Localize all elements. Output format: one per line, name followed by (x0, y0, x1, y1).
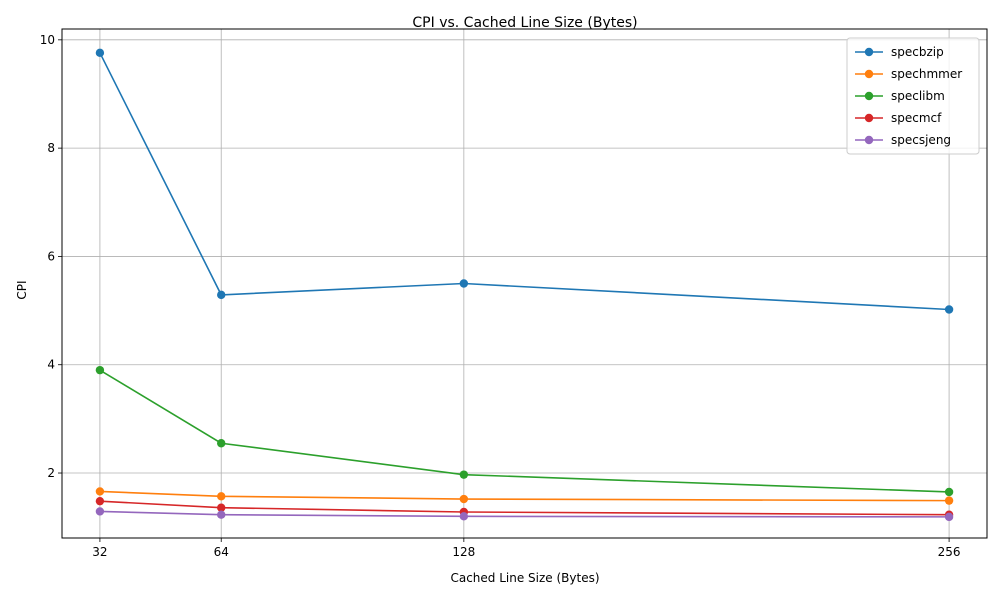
data-point (95, 507, 105, 516)
legend: specbzip spechmmer speclibm specmcf specsjen… (846, 37, 980, 155)
legend-marker (864, 135, 874, 145)
legend-marker (864, 69, 874, 79)
series-line (99, 500, 950, 516)
series-line (99, 490, 950, 502)
legend-label: specsjeng (891, 133, 951, 147)
data-point (459, 279, 469, 288)
legend-label: specbzip (891, 45, 944, 59)
x-tick-label: 256 (938, 545, 961, 559)
data-point (95, 365, 105, 375)
plot-frame (61, 28, 988, 539)
legend-box (846, 37, 980, 155)
data-point (217, 510, 226, 519)
chart-title: CPI vs. Cached Line Size (Bytes) (412, 15, 637, 31)
y-axis-ticks: 2 4 6 8 10 (40, 33, 62, 480)
legend-marker (864, 113, 874, 123)
legend-item: specsjeng (855, 133, 951, 147)
legend-label: specmcf (891, 111, 942, 125)
data-point (944, 512, 954, 522)
legend-label: spechmmer (891, 67, 962, 81)
x-tick-label: 64 (214, 545, 229, 559)
grid (62, 29, 987, 538)
series-line (99, 510, 950, 518)
series-specbzip (95, 48, 954, 314)
x-tick-label: 128 (452, 545, 475, 559)
y-tick-label: 10 (40, 33, 55, 47)
series-layer (95, 48, 954, 522)
data-point (944, 487, 954, 497)
data-point (217, 290, 226, 300)
legend-marker (864, 47, 874, 57)
x-tick-label: 32 (92, 545, 107, 559)
data-point (95, 496, 105, 506)
legend-label: speclibm (891, 89, 945, 103)
legend-item: specmcf (855, 111, 942, 125)
series-spechmmer (95, 487, 954, 505)
x-axis-ticks: 32 64 128 256 (92, 538, 961, 559)
data-point (95, 48, 105, 58)
x-axis-label: Cached Line Size (Bytes) (450, 571, 599, 585)
data-point (217, 439, 226, 448)
data-point (944, 496, 954, 505)
y-tick-label: 2 (47, 466, 55, 480)
data-point (217, 492, 226, 501)
data-point (459, 470, 469, 479)
legend-marker (864, 91, 874, 101)
y-tick-label: 4 (47, 358, 55, 372)
series-line (99, 52, 950, 311)
y-axis-label: CPI (15, 280, 29, 299)
legend-item: speclibm (855, 89, 945, 103)
data-point (95, 487, 105, 496)
y-tick-label: 8 (47, 141, 55, 155)
legend-item: spechmmer (855, 67, 962, 81)
legend-item: specbzip (855, 45, 944, 59)
y-tick-label: 6 (47, 249, 55, 263)
data-point (217, 503, 226, 512)
series-line (99, 369, 950, 493)
series-specsjeng (95, 507, 954, 522)
data-point (459, 494, 469, 504)
data-point (944, 305, 954, 314)
data-point (459, 512, 469, 521)
series-speclibm (95, 365, 954, 497)
